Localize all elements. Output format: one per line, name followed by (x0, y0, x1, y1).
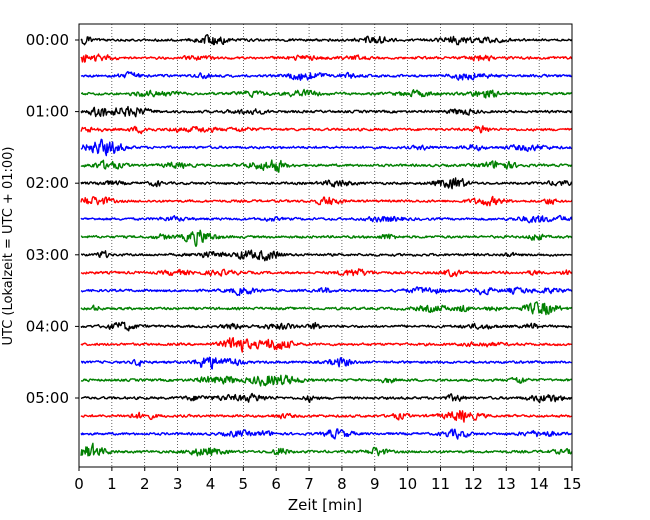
y-tick-label: 04:00 (26, 317, 69, 335)
trace-row (80, 428, 573, 440)
trace-row (80, 138, 573, 157)
trace-row (80, 374, 573, 387)
x-tick-label: 1 (107, 475, 117, 493)
trace-row (80, 105, 572, 118)
trace-row (80, 34, 573, 46)
trace-row (81, 88, 573, 99)
x-tick-label: 13 (497, 475, 516, 493)
trace-row (80, 177, 573, 190)
trace-row (80, 53, 573, 63)
trace-row (80, 301, 573, 316)
trace-row (80, 337, 573, 353)
trace-row (80, 214, 573, 224)
x-tick-label: 5 (239, 475, 249, 493)
x-tick-label: 15 (562, 475, 581, 493)
seismic-traces (80, 34, 573, 457)
x-tick-label: 0 (74, 475, 84, 493)
y-axis-label: UTC (Lokalzeit = UTC + 01:00) (1, 147, 16, 346)
y-tick-label: 00:00 (26, 31, 69, 49)
trace-row (80, 442, 573, 457)
trace-row (80, 321, 573, 332)
x-tick-label: 2 (140, 475, 150, 493)
trace-row (80, 70, 573, 81)
x-tick-label: 8 (337, 475, 347, 493)
plot-frame (78, 23, 573, 468)
x-tick-label: 9 (370, 475, 380, 493)
y-tick-label: 05:00 (26, 389, 69, 407)
x-tick-label: 4 (206, 475, 216, 493)
trace-row (80, 125, 573, 135)
grid-lines (111, 24, 540, 467)
trace-row (80, 410, 572, 423)
trace-row (80, 392, 573, 404)
x-tick-label: 10 (398, 475, 417, 493)
trace-row (80, 195, 573, 207)
trace-row (80, 286, 573, 297)
x-axis-ticks: 0 1 2 3 4 5 6 7 8 9 10 11 12 13 14 15 (74, 467, 582, 493)
y-tick-label: 02:00 (26, 174, 69, 192)
x-tick-label: 6 (271, 475, 281, 493)
trace-row (80, 159, 573, 173)
x-axis-label: Zeit [min] (288, 496, 362, 514)
x-tick-label: 11 (431, 475, 450, 493)
trace-row (80, 356, 573, 370)
x-tick-label: 3 (173, 475, 183, 493)
y-tick-label: 01:00 (26, 103, 69, 121)
y-axis-ticks: 00:00 01:00 02:00 03:00 04:00 05:00 (26, 31, 79, 407)
trace-row (81, 249, 573, 262)
y-tick-label: 03:00 (26, 246, 69, 264)
x-tick-label: 7 (304, 475, 314, 493)
x-tick-label: 14 (530, 475, 549, 493)
x-tick-label: 12 (464, 475, 483, 493)
trace-row (80, 229, 573, 247)
trace-row (80, 268, 573, 278)
